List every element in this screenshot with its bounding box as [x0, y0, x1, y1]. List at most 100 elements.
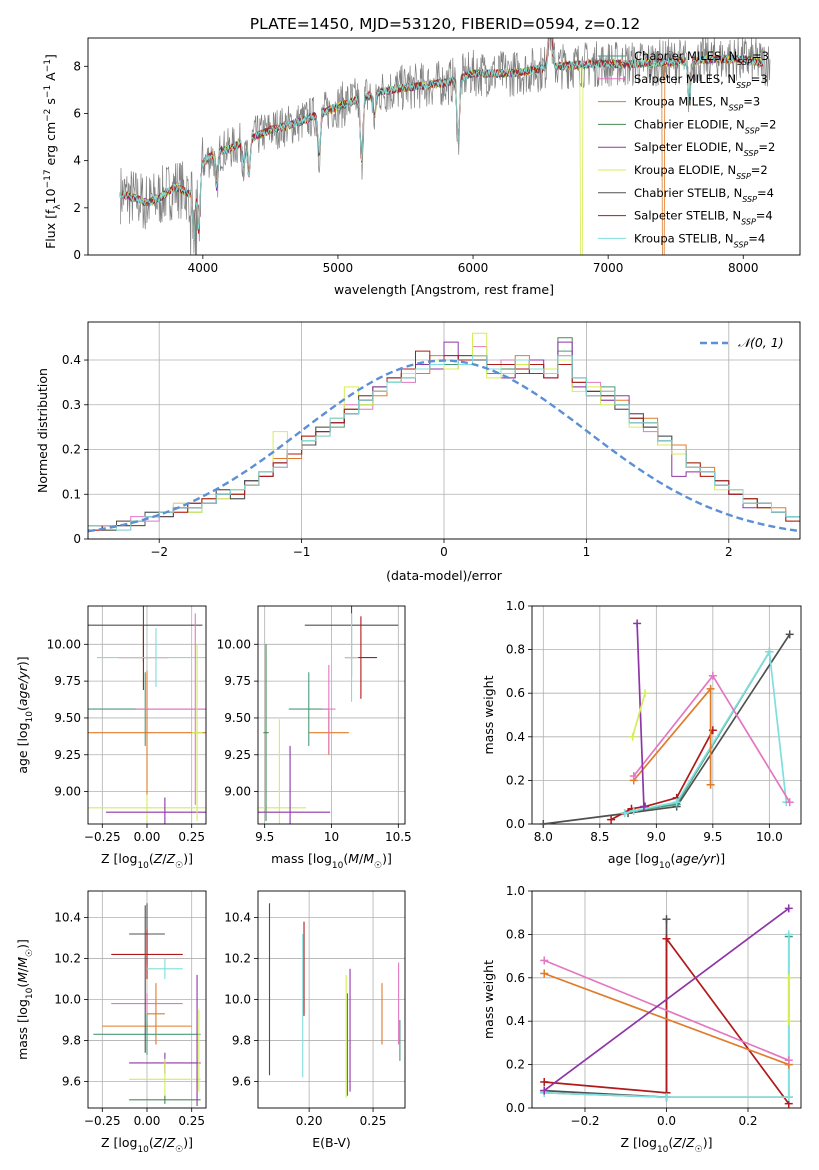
x-axis-label: mass [log10(M/M☉)] [271, 851, 392, 871]
x-tick-label: 2 [725, 545, 733, 559]
x-tick-label: 10.0 [756, 830, 783, 844]
y-tick-label: 0.2 [62, 443, 81, 457]
y-tick-label: 9.00 [54, 785, 81, 799]
legend-label: Chabrier MILES, NSSP=3 [634, 49, 769, 67]
y-tick-label: 0.8 [506, 927, 525, 941]
x-axis-label: Z [log10(Z/Z☉)] [620, 1135, 712, 1155]
x-axis-label: Z [log10(Z/Z☉)] [101, 1135, 193, 1155]
x-tick-label: 0.25 [178, 1114, 205, 1128]
grid-age-vs-mass [258, 606, 405, 824]
histogram-step [88, 355, 800, 539]
y-tick-label: 0.4 [62, 353, 81, 367]
weight-marker [628, 732, 637, 741]
weight-marker [607, 815, 616, 824]
histogram-step [88, 350, 800, 539]
plot-area-spectrum [118, 38, 771, 255]
weight-marker [708, 671, 717, 680]
weight-line [544, 936, 790, 1105]
panel-mass-vs-ebv: 0.20 0.25 9.6 9.8 10.0 10.2 10.4 E(B-V) [224, 890, 406, 1150]
histogram-step [88, 350, 800, 539]
axes-spectrum: 4000 5000 6000 7000 8000 0 2 4 6 8 [73, 37, 801, 275]
plot-area-mass-vs-ebv [268, 903, 401, 1098]
y-tick-label: 4 [73, 154, 81, 168]
x-tick-label: 8000 [728, 261, 759, 275]
y-axis-label: Normed distribution [35, 368, 50, 493]
weight-marker [540, 969, 549, 978]
x-tick-label: 9.0 [647, 830, 666, 844]
weight-line [633, 674, 791, 803]
y-tick-label: 10.4 [224, 911, 251, 925]
x-tick-label: −0.2 [570, 1114, 599, 1128]
panel-weight-vs-age: 8.0 8.5 9.0 9.5 10.0 0.0 0.2 0.4 0.6 0.8 1.0 age [l… [481, 599, 802, 871]
y-tick-label: 9.00 [224, 785, 251, 799]
weight-marker [765, 647, 774, 656]
axes-residuals: −2 −1 0 1 2 0 0.1 0.2 0.3 0.4 [62, 321, 801, 559]
y-tick-label: 0.0 [506, 817, 525, 831]
weight-marker [662, 1093, 671, 1102]
axes-mass-vs-ebv: 0.20 0.25 9.6 9.8 10.0 10.2 10.4 [224, 890, 406, 1128]
y-tick-label: 9.8 [232, 1033, 251, 1047]
histogram-step [88, 346, 800, 539]
y-axis-label: age [log10(age/yr)] [15, 656, 35, 773]
weight-marker [784, 1093, 793, 1102]
weight-marker [785, 798, 794, 807]
legend-label: Salpeter STELIB, NSSP=4 [634, 209, 773, 227]
y-tick-label: 1.0 [506, 884, 525, 898]
y-tick-label: 0.2 [506, 1058, 525, 1072]
histogram-step [88, 355, 800, 539]
y-tick-label: 0.8 [506, 643, 525, 657]
weight-marker [539, 820, 548, 828]
x-tick-label: 8.5 [590, 830, 609, 844]
y-tick-label: 10.0 [224, 993, 251, 1007]
x-tick-label: 10 [324, 830, 339, 844]
panel-weight-vs-Z: −0.2 0.0 0.2 0.0 0.2 0.4 0.6 0.8 1.0 Z [log10(Z/Z… [481, 884, 802, 1155]
weight-line [631, 692, 646, 738]
weight-line [543, 959, 790, 1062]
y-tick-label: 0 [73, 532, 81, 546]
y-tick-label: 9.8 [62, 1033, 81, 1047]
frame-weight-vs-age [531, 605, 802, 825]
y-tick-label: 0.6 [506, 971, 525, 985]
weight-line [543, 907, 790, 1092]
y-tick-label: 10.2 [54, 952, 81, 966]
grid-weight-vs-age [532, 605, 801, 825]
x-tick-label: 0.25 [178, 830, 205, 844]
legend-label: Kroupa MILES, NSSP=3 [634, 95, 760, 113]
x-axis-label: wavelength [Angstrom, rest frame] [334, 282, 554, 297]
y-tick-label: 8 [73, 59, 81, 73]
x-tick-label: −1 [293, 545, 311, 559]
weight-marker [784, 904, 793, 913]
x-tick-label: 0.25 [360, 1114, 387, 1128]
plot-area-age-vs-Z [88, 606, 206, 824]
x-tick-label: 1 [583, 545, 591, 559]
x-tick-label: 0.00 [134, 1114, 161, 1128]
x-tick-label: 0.20 [296, 1114, 323, 1128]
panel-residuals: −2 −1 0 1 2 0 0.1 0.2 0.3 0.4 (data-model)/error No… [35, 321, 801, 583]
weight-marker [540, 1086, 549, 1095]
axes-age-vs-mass: 9.5 10 10.5 9.00 9.25 9.50 9.75 10.00 [217, 605, 412, 844]
legend-label: Salpeter ELODIE, NSSP=2 [634, 140, 775, 158]
y-tick-label: 9.50 [54, 711, 81, 725]
y-tick-label: 10.4 [54, 911, 81, 925]
x-tick-label: 10.5 [385, 830, 412, 844]
weight-marker [706, 684, 715, 693]
y-tick-label: 0.4 [506, 1014, 525, 1028]
axes-mass-vs-Z: −0.25 0.00 0.25 9.6 9.8 10.0 10.2 10.4 [54, 890, 207, 1128]
legend-label: Salpeter MILES, NSSP=3 [634, 72, 768, 90]
x-tick-label: 0.0 [657, 1114, 676, 1128]
y-tick-label: 9.6 [62, 1074, 81, 1088]
weight-marker [633, 619, 642, 628]
y-tick-label: 0.2 [506, 773, 525, 787]
y-axis-label: Flux [fλ10−17 erg cm−2 s−1 A−1] [43, 54, 63, 249]
weight-line [543, 633, 791, 825]
model-spectrum-line [118, 38, 764, 240]
plot-area-residuals [88, 332, 800, 539]
weight-marker [629, 772, 638, 781]
weight-line [636, 623, 645, 807]
y-tick-label: 1.0 [506, 599, 525, 613]
x-tick-label: 9.5 [703, 830, 722, 844]
legend-spectrum: Chabrier MILES, NSSP=3 Salpeter MILES, NS… [598, 49, 776, 249]
histogram-step [88, 341, 800, 539]
x-tick-label: −2 [150, 545, 168, 559]
weight-marker [662, 915, 671, 924]
